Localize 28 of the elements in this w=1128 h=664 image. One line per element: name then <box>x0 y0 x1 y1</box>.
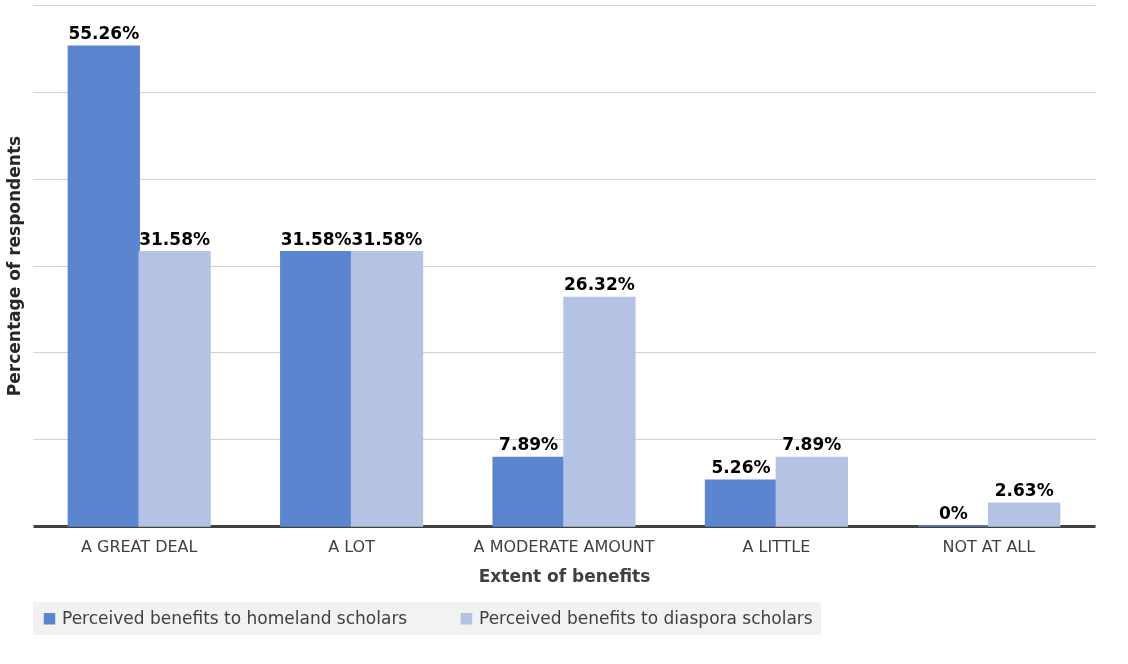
x-tick-label: A LITTLE <box>742 536 811 556</box>
data-label: 31.58% <box>139 228 211 249</box>
data-label: 26.32% <box>563 274 635 295</box>
x-tick-label: NOT AT ALL <box>942 536 1036 556</box>
data-label: 55.26% <box>68 23 140 44</box>
x-tick-label: A MODERATE AMOUNT <box>473 536 655 556</box>
bar <box>988 502 1061 527</box>
data-label: 7.89% <box>782 434 842 455</box>
data-label: 31.58% <box>280 228 352 249</box>
bar <box>563 296 636 527</box>
data-label: 5.26% <box>711 457 771 478</box>
data-label: 7.89% <box>499 434 559 455</box>
bar <box>138 251 211 527</box>
bar <box>67 45 140 527</box>
bar <box>280 251 353 527</box>
x-axis-title: Extent of benefits <box>478 565 651 586</box>
x-tick-label: A LOT <box>328 536 376 556</box>
data-label: 0% <box>938 503 968 523</box>
legend-label: Perceived benefits to diaspora scholars <box>479 607 813 628</box>
data-label: 31.58% <box>351 228 423 249</box>
data-label: 2.63% <box>994 480 1054 501</box>
bar <box>775 456 848 527</box>
bar <box>492 456 565 527</box>
y-axis-title: Percentage of respondents <box>3 135 24 397</box>
x-tick-label: A GREAT DEAL <box>80 536 198 556</box>
legend-label: Perceived benefits to homeland scholars <box>62 607 408 628</box>
bar <box>704 479 778 527</box>
bar <box>350 251 424 527</box>
